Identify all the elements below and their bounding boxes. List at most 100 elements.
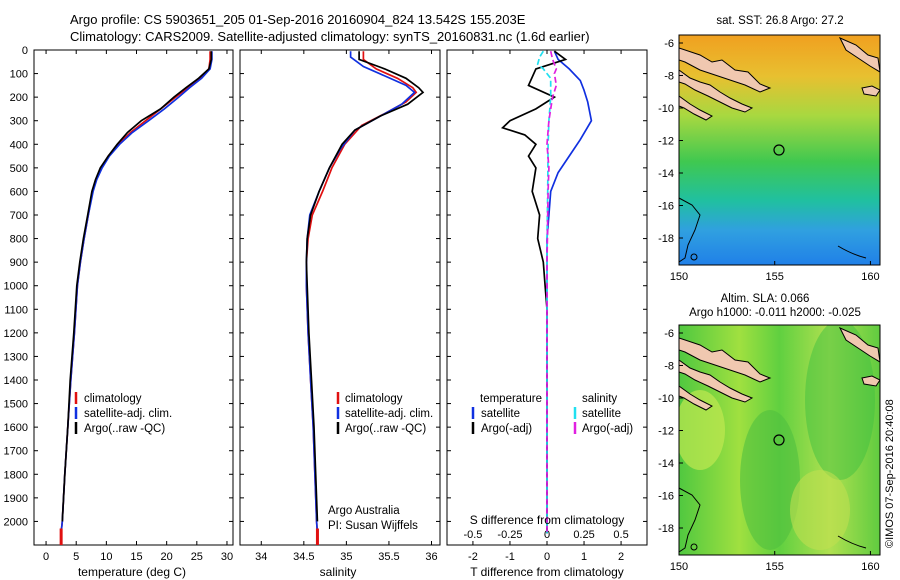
depth-tick-label: 1800: [4, 469, 28, 481]
lat-tick-label: -14: [658, 458, 674, 470]
lon-tick-label: 160: [861, 271, 879, 283]
lat-tick-label: -16: [658, 201, 674, 213]
x-tick-label: 34.5: [293, 551, 314, 563]
x-tick-label: 10: [100, 551, 112, 563]
lat-tick-label: -8: [664, 71, 674, 83]
legend-label: satellite: [481, 408, 520, 420]
sla-coastline: [679, 326, 880, 553]
depth-tick-label: 1400: [4, 375, 28, 387]
depth-tick-label: 900: [10, 257, 28, 269]
x-tick-label: 20: [161, 551, 173, 563]
salinity-plot: 34 34.5 35 35.5 36: [255, 50, 438, 563]
depth-tick-label: 0: [22, 45, 28, 57]
argo-position-marker: [773, 434, 785, 446]
legend-label: satellite-adj. clim.: [345, 408, 433, 420]
s-tick-label: 0.5: [613, 529, 628, 541]
series-line-blue: [60, 51, 213, 534]
x-tick-label: 36: [425, 551, 437, 563]
depth-tick-label: 1900: [4, 493, 28, 505]
sla-map-title-2: Argo h1000: -0.011 h2000: -0.025: [689, 307, 861, 319]
depth-tick-label: 200: [10, 92, 28, 104]
lat-tick-label: -12: [658, 136, 674, 148]
lon-tick-label: 150: [670, 561, 688, 573]
reef-marker: [690, 543, 698, 551]
series-line-red: [60, 51, 211, 534]
series-line-magenta: [546, 51, 558, 534]
legend-label: climatology: [84, 393, 142, 405]
lat-tick-label: -18: [658, 523, 674, 535]
imos-timestamp: ©IMOS 07-Sep-2016 20:40:08: [884, 399, 896, 548]
series-line-black: [305, 51, 425, 522]
legend-header-salinity: salinity: [582, 393, 617, 405]
lat-tick-label: -6: [664, 328, 674, 340]
salinity-axis-label: salinity: [320, 565, 357, 579]
lat-tick-label: -18: [658, 233, 674, 245]
legend-label: Argo(..raw -QC): [345, 423, 426, 435]
series-line-red: [305, 51, 418, 534]
series-line-black: [61, 51, 213, 522]
lon-tick-label: 150: [670, 271, 688, 283]
lat-tick-label: -8: [664, 361, 674, 373]
x-tick-label: -1: [505, 551, 515, 563]
reef-marker: [690, 253, 698, 261]
s-tick-label: 0.25: [573, 529, 594, 541]
s-difference-axis-label: S difference from climatology: [470, 513, 625, 527]
s-tick-label: 0: [544, 529, 550, 541]
depth-tick-label: 1200: [4, 328, 28, 340]
depth-tick-label: 1700: [4, 446, 28, 458]
lat-tick-label: -10: [658, 393, 674, 405]
t-difference-axis-label: T difference from climatology: [470, 565, 624, 579]
lat-tick-label: -12: [658, 426, 674, 438]
lon-tick-label: 155: [766, 271, 784, 283]
lon-tick-label: 155: [766, 561, 784, 573]
lat-tick-label: -10: [658, 103, 674, 115]
sst-map-title: sat. SST: 26.8 Argo: 27.2: [716, 15, 843, 27]
legend-label: climatology: [345, 393, 403, 405]
difference-plot: -2 -1 0 1 2 -0.5 -0.25 0 0.25 0.5: [463, 50, 629, 563]
profile-title: Argo profile: CS 5903651_205 01-Sep-2016…: [70, 12, 526, 27]
temperature-axis-label: temperature (deg C): [78, 565, 186, 579]
depth-axis: 0 100 200 300 400 500 600 700 800 900 1000 1100 1200…: [4, 45, 647, 528]
x-tick-label: 2: [618, 551, 624, 563]
depth-tick-label: 600: [10, 186, 28, 198]
depth-tick-label: 500: [10, 163, 28, 175]
s-tick-label: -0.25: [497, 529, 522, 541]
salinity-panel: [239, 49, 441, 546]
lat-tick-label: -16: [658, 491, 674, 503]
sla-map: Altim. SLA: 0.066 Argo h1000: -0.011 h20…: [658, 293, 881, 573]
sla-map-axes: 150 155 160 -6 -8 -10 -12 -14 -16 -18: [658, 328, 880, 573]
depth-tick-label: 700: [10, 210, 28, 222]
sla-map-title-1: Altim. SLA: 0.066: [721, 293, 810, 305]
legend-label: satellite-adj. clim.: [84, 408, 172, 420]
x-tick-label: 0: [43, 551, 49, 563]
temperature-panel: [33, 49, 234, 546]
lat-tick-label: -6: [664, 38, 674, 50]
lon-tick-label: 160: [861, 561, 879, 573]
x-tick-label: 34: [255, 551, 267, 563]
series-line-blue: [546, 50, 593, 534]
sst-map: sat. SST: 26.8 Argo: 27.2 150 155 160 -6 -8 -…: [658, 15, 881, 283]
temperature-legend: climatology satellite-adj. clim. Argo(..…: [74, 392, 172, 435]
sst-map-frame: [678, 34, 881, 266]
x-tick-label: 1: [581, 551, 587, 563]
credit-line-2: PI: Susan Wijffels: [328, 520, 418, 532]
salinity-legend: climatology satellite-adj. clim. Argo(..…: [328, 392, 433, 532]
legend-label: Argo(-adj): [582, 423, 633, 435]
x-tick-label: 25: [191, 551, 203, 563]
legend-header-temperature: temperature: [480, 393, 542, 405]
series-line-cyan: [536, 50, 552, 534]
depth-tick-label: 1000: [4, 281, 28, 293]
depth-tick-label: 400: [10, 139, 28, 151]
legend-label: Argo(-adj): [481, 423, 532, 435]
argo-position-marker: [773, 144, 785, 156]
lat-tick-label: -14: [658, 168, 674, 180]
x-tick-label: 15: [130, 551, 142, 563]
legend-label: satellite: [582, 408, 621, 420]
credit-line-1: Argo Australia: [328, 505, 400, 517]
sst-coastline: [679, 36, 880, 263]
sst-map-axes: 150 155 160 -6 -8 -10 -12 -14 -16 -18: [658, 38, 880, 283]
depth-tick-label: 1100: [4, 304, 28, 316]
s-tick-label: -0.5: [463, 529, 482, 541]
legend-label: Argo(..raw -QC): [84, 423, 165, 435]
